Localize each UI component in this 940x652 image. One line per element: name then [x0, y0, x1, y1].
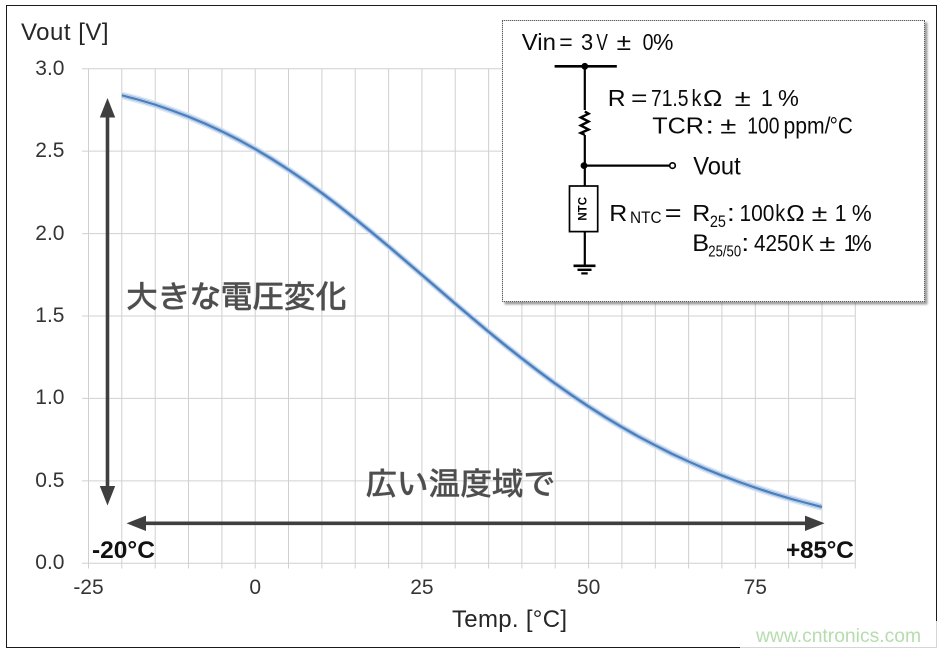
svg-text:ppm/: ppm/ [784, 112, 832, 138]
svg-text:4250: 4250 [754, 230, 800, 257]
svg-text:TCR: TCR [652, 113, 704, 139]
svg-text:°C: °C [830, 112, 853, 139]
svg-text:±: ± [720, 112, 736, 139]
svg-text:0: 0 [643, 29, 654, 55]
svg-text:Vout: Vout [693, 153, 741, 181]
svg-text:±: ± [819, 230, 835, 257]
svg-text:25/50: 25/50 [708, 243, 741, 260]
svg-text:±: ± [735, 85, 751, 112]
svg-text:%: % [852, 229, 872, 256]
svg-text:Ω: Ω [703, 86, 722, 112]
svg-text:25: 25 [710, 213, 726, 231]
svg-text:V: V [596, 31, 608, 56]
svg-text::: : [705, 112, 714, 139]
svg-text::: : [741, 229, 749, 256]
svg-text:71.5: 71.5 [651, 85, 689, 111]
svg-text:NTC: NTC [578, 197, 590, 221]
svg-text:1: 1 [844, 230, 856, 256]
svg-text:100: 100 [747, 113, 779, 139]
svg-text:%: % [778, 85, 799, 111]
svg-text:3: 3 [581, 29, 593, 55]
svg-text:Ω: Ω [786, 201, 804, 227]
svg-text:R: R [692, 201, 710, 227]
svg-text:Vin: Vin [522, 30, 556, 56]
svg-text:±: ± [617, 29, 631, 55]
svg-text:=: = [559, 29, 572, 55]
svg-text:%: % [852, 199, 872, 226]
svg-text:R: R [609, 201, 627, 227]
svg-text:100: 100 [740, 200, 775, 226]
svg-text:R: R [608, 86, 626, 112]
svg-text:=: = [665, 199, 682, 226]
svg-text:±: ± [812, 199, 828, 226]
svg-text:k: k [692, 84, 702, 111]
svg-text::: : [727, 199, 735, 226]
svg-text:B: B [692, 231, 709, 257]
svg-text:K: K [802, 231, 814, 257]
svg-text:1: 1 [761, 85, 773, 111]
svg-text:1: 1 [835, 200, 847, 226]
svg-text:k: k [775, 199, 785, 226]
svg-text:%: % [653, 29, 673, 55]
svg-text:=: = [631, 86, 647, 111]
svg-text:NTC: NTC [630, 209, 662, 227]
